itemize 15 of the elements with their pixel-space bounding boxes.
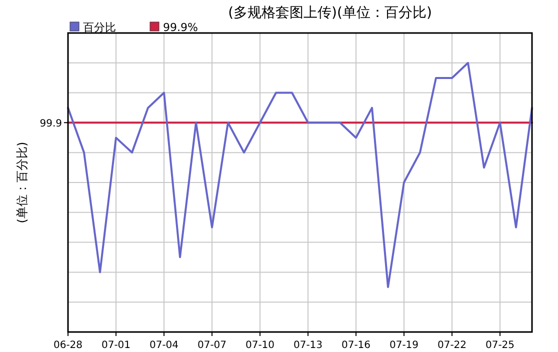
x-tick-label: 07-04 (149, 340, 179, 351)
text: 99.9 (40, 118, 62, 130)
x-tick-label: 07-07 (197, 340, 227, 351)
legend-label: 99.9% (163, 21, 198, 34)
x-tick-label: 07-22 (437, 340, 467, 351)
x-tick-label: 07-25 (485, 340, 515, 351)
chart-title: (多规格套图上传)(单位：百分比) (228, 5, 432, 21)
x-tick-label: 07-19 (389, 340, 419, 351)
x-tick-label: 06-28 (53, 340, 83, 351)
legend-label: 百分比 (83, 21, 116, 34)
y-axis-title: (单位：百分比) (15, 142, 29, 224)
x-tick-label: 07-10 (245, 340, 275, 351)
x-tick-label: 07-13 (293, 340, 323, 351)
x-tick-label: 07-16 (341, 340, 371, 351)
x-tick-label: 07-01 (101, 340, 131, 351)
